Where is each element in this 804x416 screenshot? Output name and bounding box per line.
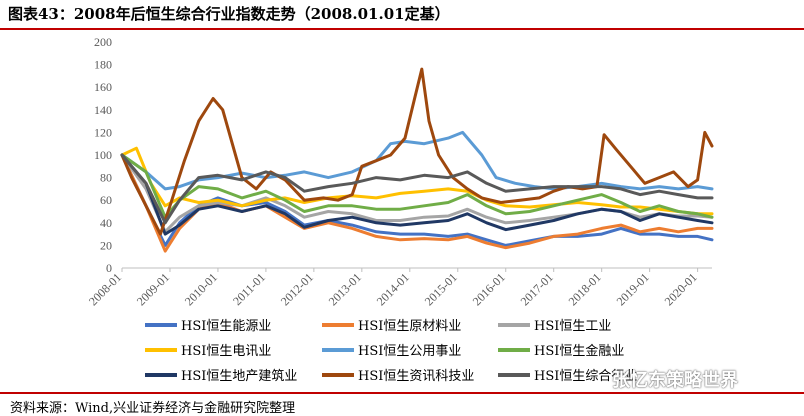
y-tick-label: 40 [100, 216, 112, 230]
y-tick-label: 20 [100, 238, 112, 252]
x-tick-label: 2020-01 [662, 270, 700, 308]
y-tick-label: 120 [94, 125, 112, 139]
legend-label-8: HSI恒生资讯科技业 [358, 369, 474, 384]
y-tick-label: 160 [94, 80, 112, 94]
x-tick-label: 2016-01 [470, 270, 508, 308]
chart-title: 图表43：2008年后恒生综合行业指数走势（2008.01.01定基） [8, 5, 450, 23]
series-line-6 [120, 153, 714, 219]
legend-label-5: HSI恒生公用事业 [358, 344, 461, 359]
legend-label-3: HSI恒生工业 [534, 319, 611, 334]
series-line-3 [120, 153, 714, 234]
y-tick-label: 60 [100, 193, 112, 207]
source-bar: 资料来源：Wind,兴业证券经济与金融研究院整理 [0, 392, 804, 416]
series-line-9 [120, 153, 714, 225]
legend-label-9: HSI恒生综合行业 [534, 369, 637, 384]
watermark-text: 张忆东策略世界 [612, 370, 738, 391]
x-tick-label: 2017-01 [518, 270, 556, 308]
x-tick-label: 2008-01 [86, 270, 124, 308]
title-bar: 图表43：2008年后恒生综合行业指数走势（2008.01.01定基） [0, 0, 804, 30]
y-tick-label: 100 [94, 148, 112, 162]
x-tick-label: 2011-01 [230, 270, 268, 308]
legend-label-1: HSI恒生能源业 [181, 319, 271, 334]
x-tick-label: 2010-01 [182, 270, 220, 308]
x-tick-label: 2014-01 [374, 270, 412, 308]
x-tick-label: 2015-01 [422, 270, 460, 308]
x-tick-label: 2018-01 [566, 270, 604, 308]
y-tick-label: 80 [100, 171, 112, 185]
legend-label-7: HSI恒生地产建筑业 [181, 368, 297, 384]
legend-label-6: HSI恒生金融业 [534, 343, 624, 359]
y-tick-label: 180 [94, 58, 112, 72]
series-line-8 [120, 67, 714, 236]
legend-label-2: HSI恒生原材料业 [358, 319, 461, 334]
y-tick-label: 0 [106, 261, 112, 275]
x-tick-label: 2009-01 [134, 270, 172, 308]
series-line-7 [120, 153, 714, 236]
source-note: 资料来源：Wind,兴业证券经济与金融研究院整理 [10, 401, 296, 416]
series-line-5 [120, 130, 714, 191]
legend-label-4: HSI恒生电讯业 [181, 344, 271, 359]
y-tick-label: 200 [94, 35, 112, 49]
series-line-4 [120, 146, 714, 216]
y-tick-label: 140 [94, 103, 112, 117]
x-tick-label: 2019-01 [614, 270, 652, 308]
line-chart: 0 20 40 60 80 100 120 140 160 180 200 2008-01 2009-0… [86, 35, 714, 384]
x-tick-label: 2012-01 [278, 270, 316, 308]
x-tick-label: 2013-01 [326, 270, 364, 308]
